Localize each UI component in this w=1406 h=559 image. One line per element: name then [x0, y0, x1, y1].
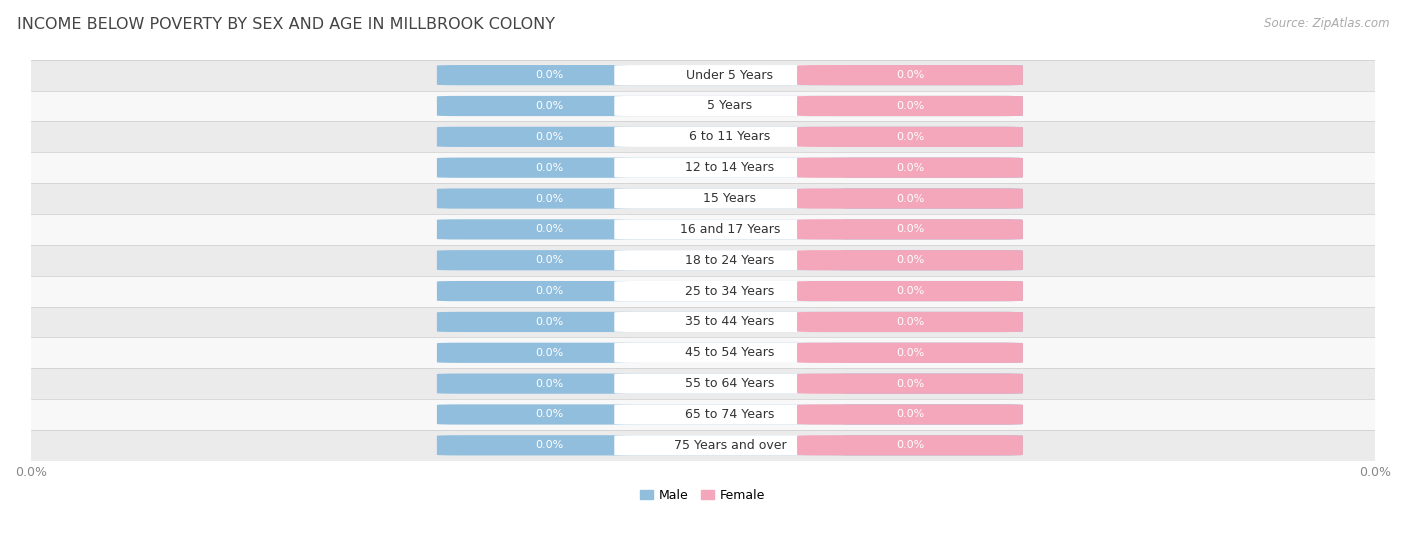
Text: 0.0%: 0.0% [536, 378, 564, 389]
Bar [31, 430, 1375, 461]
FancyBboxPatch shape [797, 158, 1024, 178]
Legend: Male, Female: Male, Female [636, 484, 770, 506]
Text: 16 and 17 Years: 16 and 17 Years [679, 223, 780, 236]
FancyBboxPatch shape [797, 96, 1024, 116]
FancyBboxPatch shape [797, 435, 1024, 456]
FancyBboxPatch shape [614, 435, 845, 456]
FancyBboxPatch shape [437, 373, 1024, 394]
Text: 0.0%: 0.0% [896, 163, 924, 173]
Text: 55 to 64 Years: 55 to 64 Years [685, 377, 775, 390]
Text: 0.0%: 0.0% [536, 132, 564, 142]
Text: 75 Years and over: 75 Years and over [673, 439, 786, 452]
Text: 0.0%: 0.0% [896, 286, 924, 296]
FancyBboxPatch shape [797, 312, 1024, 332]
FancyBboxPatch shape [797, 281, 1024, 301]
Text: 45 to 54 Years: 45 to 54 Years [685, 346, 775, 359]
FancyBboxPatch shape [437, 435, 1024, 456]
Text: 18 to 24 Years: 18 to 24 Years [685, 254, 775, 267]
FancyBboxPatch shape [797, 127, 1024, 147]
FancyBboxPatch shape [797, 373, 1024, 394]
Text: 0.0%: 0.0% [536, 163, 564, 173]
Text: 0.0%: 0.0% [896, 378, 924, 389]
FancyBboxPatch shape [614, 158, 845, 178]
Text: 0.0%: 0.0% [896, 440, 924, 451]
Text: 35 to 44 Years: 35 to 44 Years [685, 315, 775, 329]
FancyBboxPatch shape [614, 96, 845, 116]
FancyBboxPatch shape [797, 65, 1024, 86]
Text: 25 to 34 Years: 25 to 34 Years [685, 285, 775, 297]
FancyBboxPatch shape [797, 404, 1024, 425]
Text: 0.0%: 0.0% [896, 193, 924, 203]
Text: 0.0%: 0.0% [536, 101, 564, 111]
Text: 0.0%: 0.0% [536, 317, 564, 327]
FancyBboxPatch shape [614, 312, 845, 332]
Bar [31, 183, 1375, 214]
Text: 0.0%: 0.0% [896, 410, 924, 419]
FancyBboxPatch shape [437, 158, 1024, 178]
FancyBboxPatch shape [437, 188, 1024, 209]
Text: 0.0%: 0.0% [536, 224, 564, 234]
FancyBboxPatch shape [437, 219, 1024, 239]
FancyBboxPatch shape [797, 219, 1024, 239]
Bar [31, 368, 1375, 399]
Text: Source: ZipAtlas.com: Source: ZipAtlas.com [1264, 17, 1389, 30]
Text: 0.0%: 0.0% [536, 410, 564, 419]
FancyBboxPatch shape [614, 219, 845, 239]
Text: 0.0%: 0.0% [896, 101, 924, 111]
Text: 15 Years: 15 Years [703, 192, 756, 205]
FancyBboxPatch shape [614, 281, 845, 301]
FancyBboxPatch shape [614, 188, 845, 209]
Text: 0.0%: 0.0% [896, 255, 924, 265]
Bar [31, 152, 1375, 183]
Bar [31, 338, 1375, 368]
Text: 0.0%: 0.0% [896, 348, 924, 358]
Text: 0.0%: 0.0% [536, 440, 564, 451]
Bar [31, 214, 1375, 245]
Text: 0.0%: 0.0% [536, 193, 564, 203]
Text: 0.0%: 0.0% [536, 70, 564, 80]
FancyBboxPatch shape [437, 312, 1024, 332]
FancyBboxPatch shape [437, 127, 1024, 147]
Text: 0.0%: 0.0% [536, 255, 564, 265]
Text: 0.0%: 0.0% [896, 70, 924, 80]
Bar [31, 121, 1375, 152]
FancyBboxPatch shape [797, 188, 1024, 209]
Bar [31, 245, 1375, 276]
Text: 6 to 11 Years: 6 to 11 Years [689, 130, 770, 143]
FancyBboxPatch shape [797, 250, 1024, 271]
FancyBboxPatch shape [614, 65, 845, 86]
Bar [31, 306, 1375, 338]
FancyBboxPatch shape [437, 343, 1024, 363]
FancyBboxPatch shape [797, 343, 1024, 363]
Text: Under 5 Years: Under 5 Years [686, 69, 773, 82]
Text: 65 to 74 Years: 65 to 74 Years [685, 408, 775, 421]
Text: 12 to 14 Years: 12 to 14 Years [685, 161, 775, 174]
Text: 0.0%: 0.0% [536, 348, 564, 358]
FancyBboxPatch shape [614, 127, 845, 147]
FancyBboxPatch shape [437, 96, 1024, 116]
FancyBboxPatch shape [614, 404, 845, 425]
Bar [31, 399, 1375, 430]
FancyBboxPatch shape [614, 250, 845, 271]
Text: 0.0%: 0.0% [896, 317, 924, 327]
FancyBboxPatch shape [614, 373, 845, 394]
Bar [31, 60, 1375, 91]
FancyBboxPatch shape [437, 65, 1024, 86]
Text: INCOME BELOW POVERTY BY SEX AND AGE IN MILLBROOK COLONY: INCOME BELOW POVERTY BY SEX AND AGE IN M… [17, 17, 555, 32]
Text: 5 Years: 5 Years [707, 100, 752, 112]
FancyBboxPatch shape [437, 404, 1024, 425]
FancyBboxPatch shape [437, 281, 1024, 301]
FancyBboxPatch shape [437, 250, 1024, 271]
Text: 0.0%: 0.0% [896, 224, 924, 234]
Bar [31, 91, 1375, 121]
Text: 0.0%: 0.0% [536, 286, 564, 296]
Text: 0.0%: 0.0% [896, 132, 924, 142]
FancyBboxPatch shape [614, 343, 845, 363]
Bar [31, 276, 1375, 306]
